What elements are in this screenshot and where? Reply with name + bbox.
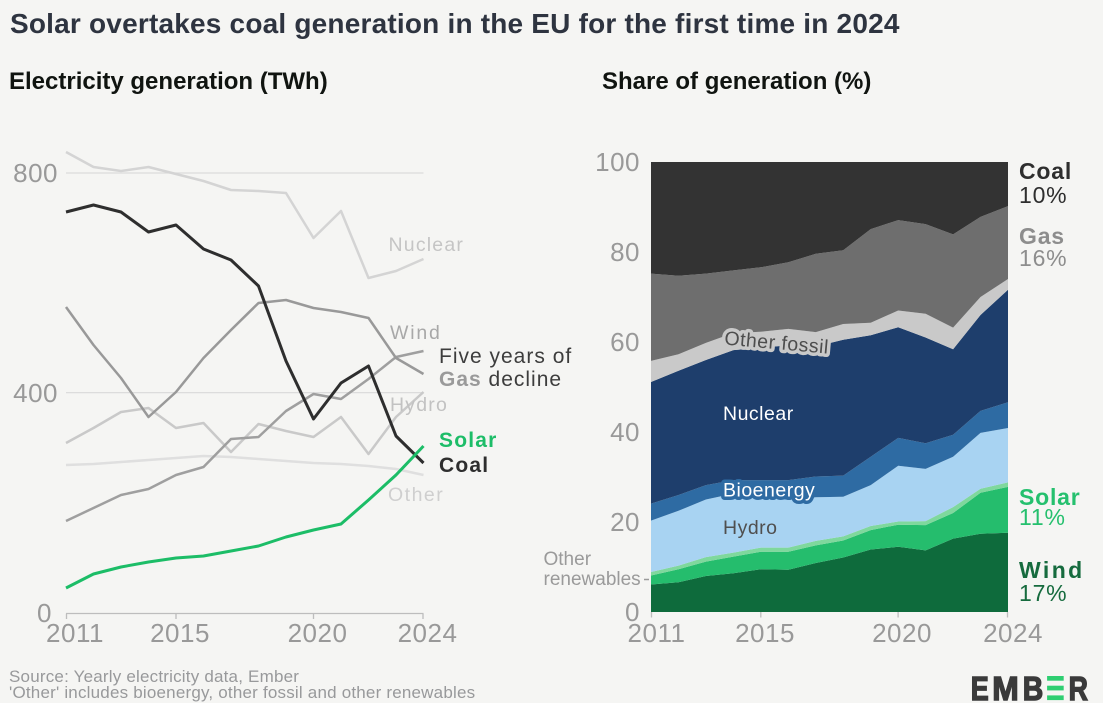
svg-text:M: M: [992, 670, 1019, 703]
svg-text:Bioenergy: Bioenergy: [723, 480, 815, 502]
svg-text:E: E: [971, 670, 989, 703]
svg-text:B: B: [1023, 670, 1044, 703]
svg-text:R: R: [1069, 670, 1088, 703]
